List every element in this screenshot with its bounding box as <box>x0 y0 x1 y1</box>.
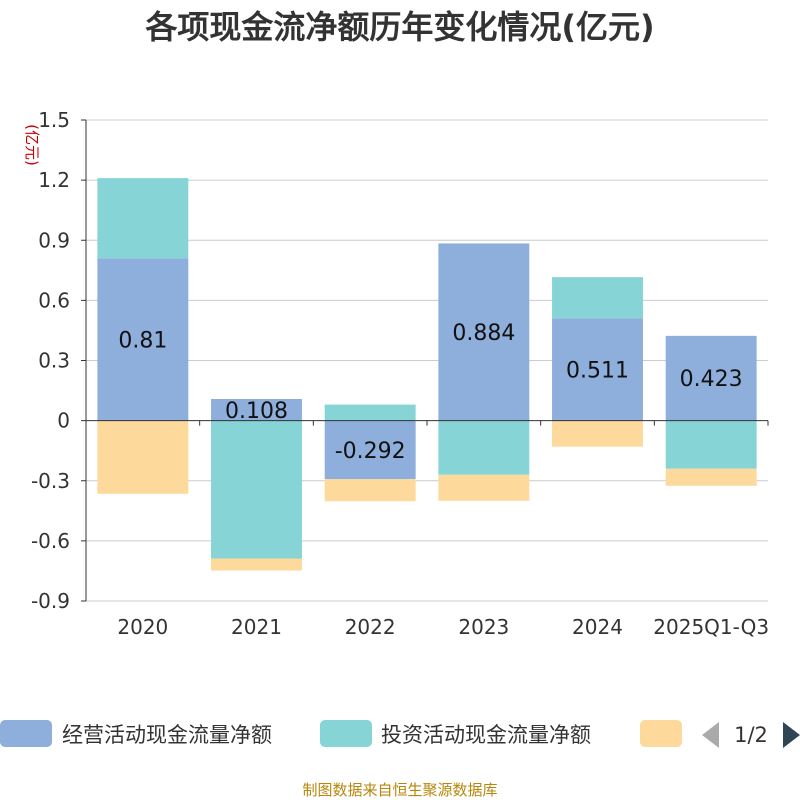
y-tick-label: -0.3 <box>31 469 70 493</box>
legend-next-page-icon[interactable] <box>783 722 800 748</box>
x-tick-label: 2024 <box>572 615 623 639</box>
bar-2022-series-1[interactable] <box>324 404 416 421</box>
chart-title: 各项现金流净额历年变化情况(亿元) <box>145 8 654 46</box>
legend: 经营活动现金流量净额 投资活动现金流量净额 1/2 <box>0 720 800 748</box>
x-tick-label: 2022 <box>345 615 396 639</box>
data-label-2021: 0.108 <box>225 399 288 424</box>
y-tick-label: 0.9 <box>38 228 70 252</box>
bar-2023-series-2[interactable] <box>438 474 530 501</box>
data-label-2022: -0.292 <box>335 439 406 464</box>
bar-2020-series-1[interactable] <box>97 178 189 259</box>
x-tick-label: 2023 <box>458 615 509 639</box>
bar-2021-series-2[interactable] <box>211 558 302 571</box>
y-tick-label: -0.6 <box>31 529 70 553</box>
bar-2025Q1-Q3-series-0[interactable] <box>665 335 757 421</box>
legend-page-indicator: 1/2 <box>734 723 768 747</box>
data-label-2020: 0.81 <box>118 328 167 353</box>
legend-item-financing[interactable] <box>640 720 682 747</box>
y-axis-label: (亿元) <box>23 124 41 166</box>
y-tick-label: 1.5 <box>38 108 70 132</box>
bar-2023-series-1[interactable] <box>438 420 530 475</box>
legend-swatch-operating <box>0 720 52 747</box>
bar-2022-series-0[interactable] <box>324 420 416 480</box>
y-axis-ticks: 1.5 1.2 0.9 0.6 0.3 0 -0.3 -0.6 -0.9 <box>31 108 86 613</box>
legend-item-investing[interactable]: 投资活动现金流量净额 <box>320 720 591 747</box>
bar-2024-series-0[interactable] <box>552 318 643 421</box>
axes <box>85 120 769 601</box>
bar-2022-series-2[interactable] <box>324 479 416 502</box>
bar-2024-series-1[interactable] <box>552 277 643 319</box>
legend-label-operating: 经营活动现金流量净额 <box>62 723 272 747</box>
x-axis-ticks: 2020 2021 2022 2023 2024 2025Q1-Q3 <box>117 615 769 639</box>
bar-2021-series-0[interactable] <box>211 398 302 421</box>
y-tick-label: 0.3 <box>38 349 70 373</box>
x-tick-label: 2025Q1-Q3 <box>653 615 769 639</box>
legend-prev-page-icon[interactable] <box>702 722 719 748</box>
bar-2025Q1-Q3-series-2[interactable] <box>665 468 757 486</box>
legend-label-investing: 投资活动现金流量净额 <box>381 723 591 747</box>
legend-swatch-investing <box>320 720 372 747</box>
bar-2024-series-2[interactable] <box>552 420 643 447</box>
data-label-2023: 0.884 <box>452 321 515 346</box>
y-tick-label: 0.6 <box>38 288 70 312</box>
bar-2021-series-1[interactable] <box>211 420 302 559</box>
data-label-2025Q1-Q3: 0.423 <box>680 367 743 392</box>
y-tick-label: -0.9 <box>31 589 70 613</box>
bars <box>97 178 757 571</box>
x-tick-label: 2021 <box>231 615 282 639</box>
legend-swatch-financing <box>640 720 682 747</box>
y-tick-label: 0 <box>57 409 70 433</box>
bar-2023-series-0[interactable] <box>438 243 530 421</box>
grid-lines <box>86 119 768 602</box>
source-note: 制图数据来自恒生聚源数据库 <box>302 781 497 799</box>
data-label-2024: 0.511 <box>566 358 629 383</box>
bar-2020-series-0[interactable] <box>97 258 189 421</box>
bar-2020-series-2[interactable] <box>97 420 189 494</box>
x-tick-label: 2020 <box>117 615 168 639</box>
y-tick-label: 1.2 <box>38 168 70 192</box>
data-labels: 0.81 0.108 -0.292 0.884 0.511 0.423 <box>118 321 742 464</box>
bar-2025Q1-Q3-series-1[interactable] <box>665 420 757 469</box>
legend-item-operating[interactable]: 经营活动现金流量净额 <box>0 720 272 747</box>
